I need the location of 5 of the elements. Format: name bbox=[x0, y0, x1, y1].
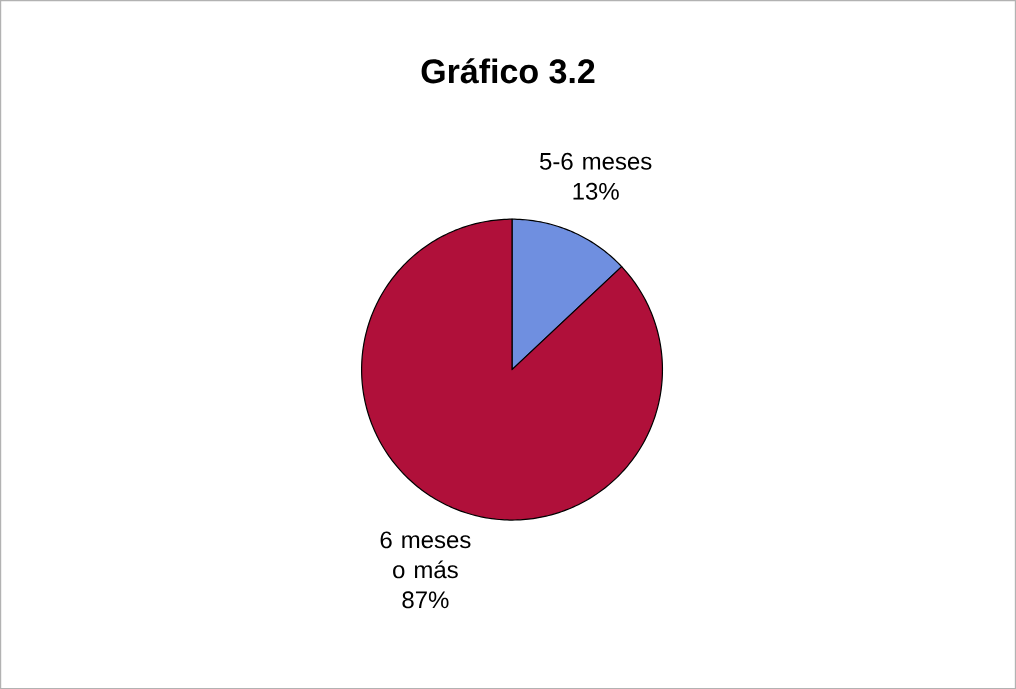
data-label: 13% bbox=[573, 182, 619, 200]
slice-label: 5-6 meses bbox=[540, 152, 652, 170]
chart-title: Gráfico 3.2 bbox=[421, 58, 595, 84]
slice-label: 6 meses o más bbox=[380, 531, 471, 579]
data-label: 87% bbox=[402, 591, 449, 609]
